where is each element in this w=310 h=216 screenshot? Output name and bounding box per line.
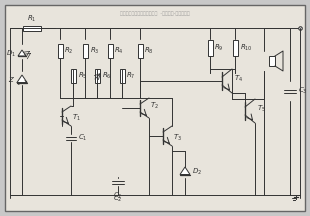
Text: $R_7$: $R_7$ (126, 71, 136, 81)
Bar (232, 40, 237, 56)
Text: $R_9$: $R_9$ (215, 43, 224, 53)
Bar (70, 69, 76, 83)
Text: $C_1$: $C_1$ (78, 133, 87, 143)
Text: $R_5$: $R_5$ (78, 71, 87, 81)
Text: $R_1$: $R_1$ (27, 13, 37, 24)
Bar (207, 40, 212, 56)
Bar (23, 25, 41, 30)
Text: $T_2$: $T_2$ (150, 101, 159, 111)
Text: $R_8$: $R_8$ (144, 46, 154, 56)
Bar (108, 44, 113, 58)
Text: $R_4$: $R_4$ (114, 46, 124, 56)
Text: $C_3$: $C_3$ (298, 86, 308, 96)
Polygon shape (17, 75, 27, 83)
Text: $R_6$: $R_6$ (101, 71, 111, 81)
Text: $T_3$: $T_3$ (173, 133, 182, 143)
Bar (119, 69, 125, 83)
Bar (269, 56, 275, 66)
Text: 汽车电喜叭的结构和工作原理  -解决方案-华强电子网: 汽车电喜叭的结构和工作原理 -解决方案-华强电子网 (120, 11, 190, 16)
Bar (138, 44, 143, 58)
Text: $T_4$: $T_4$ (234, 74, 243, 84)
Bar (57, 44, 63, 58)
Polygon shape (18, 50, 26, 56)
Text: $Z$: $Z$ (8, 76, 15, 84)
Text: $R_3$: $R_3$ (90, 46, 99, 56)
Text: $D_1$: $D_1$ (6, 49, 16, 59)
Text: $T_5$: $T_5$ (257, 104, 266, 114)
Bar (95, 69, 100, 83)
Text: $R_2$: $R_2$ (64, 46, 74, 56)
Text: $C_2$: $C_2$ (113, 191, 123, 201)
Text: $D_2$: $D_2$ (192, 167, 202, 177)
Text: $R_{10}$: $R_{10}$ (240, 43, 252, 53)
Bar (82, 44, 87, 58)
Text: $C_2$: $C_2$ (113, 194, 123, 204)
Text: $T_1$: $T_1$ (72, 113, 81, 123)
Polygon shape (180, 167, 190, 175)
